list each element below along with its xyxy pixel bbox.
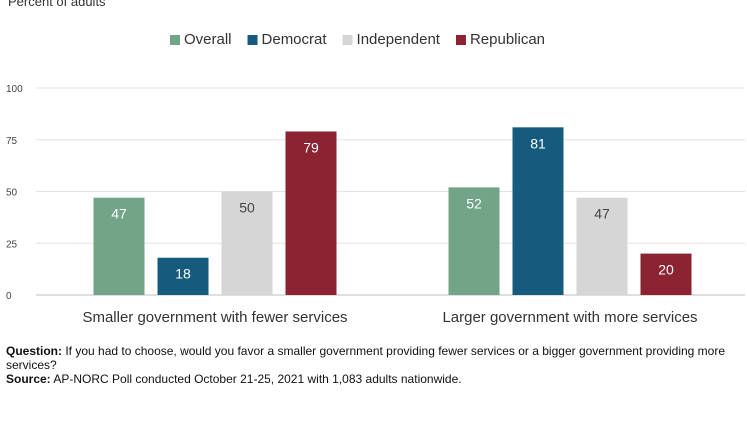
data-label: 20	[658, 262, 674, 278]
data-label: 47	[594, 206, 610, 222]
bar-chart: 0 25 50 75 100 Overall Democrat Independent Repu…	[6, 31, 745, 326]
bar	[285, 131, 337, 295]
data-label: 52	[466, 195, 482, 211]
y-tick-label: 75	[6, 136, 18, 147]
y-tick-label: 50	[6, 188, 18, 199]
source-label: Source:	[6, 372, 51, 386]
question-text: If you had to choose, would you favor a …	[6, 344, 726, 372]
bar	[157, 257, 209, 295]
chart-notes: Question: If you had to choose, would yo…	[6, 344, 736, 386]
legend-swatch	[455, 35, 466, 45]
x-category-label: Larger government with more services	[442, 309, 697, 326]
source-text: AP-NORC Poll conducted October 21-25, 20…	[53, 372, 462, 386]
bar	[640, 253, 692, 295]
bar	[512, 127, 564, 295]
y-tick-label: 100	[6, 84, 23, 95]
source-note: Source: AP-NORC Poll conducted October 2…	[6, 372, 736, 386]
data-label: 81	[530, 135, 546, 151]
legend-swatch	[247, 35, 258, 45]
data-label: 50	[239, 200, 255, 216]
data-label: 47	[111, 206, 127, 222]
y-tick-label: 0	[6, 291, 12, 302]
y-tick-label: 25	[6, 239, 18, 250]
legend-label: Democrat	[262, 31, 328, 48]
x-category-label: Smaller government with fewer services	[82, 309, 347, 326]
chart-subtitle: Percent of adults	[8, 0, 106, 9]
data-label: 79	[303, 139, 319, 155]
data-label: 18	[175, 266, 191, 282]
bar	[576, 197, 628, 295]
bar	[93, 197, 145, 295]
legend-swatch	[342, 35, 353, 45]
bar	[448, 187, 500, 295]
bar	[221, 191, 273, 295]
question-label: Question:	[6, 344, 62, 358]
legend-label: Republican	[470, 31, 545, 48]
question-note: Question: If you had to choose, would yo…	[6, 344, 736, 372]
legend-label: Independent	[357, 31, 441, 48]
legend-label: Overall	[184, 31, 232, 48]
legend-swatch	[170, 35, 180, 45]
